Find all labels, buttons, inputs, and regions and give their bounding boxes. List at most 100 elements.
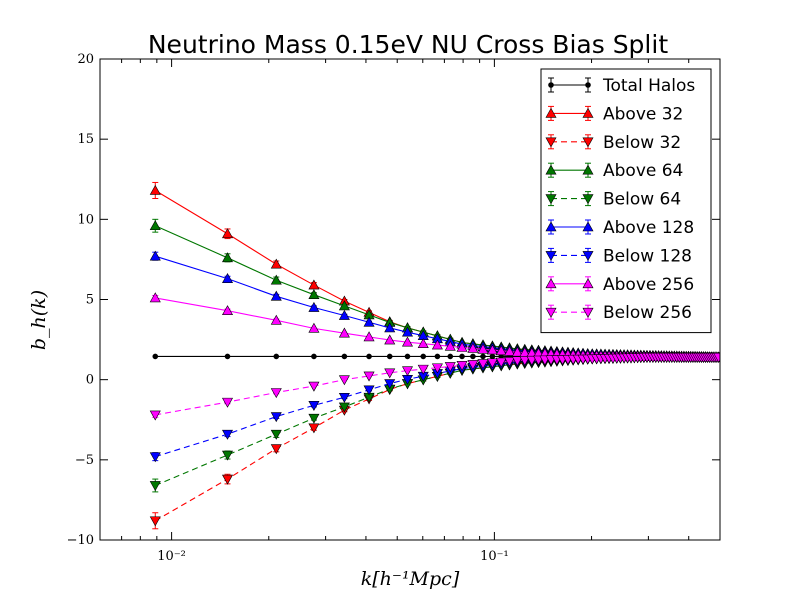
data-point	[404, 353, 411, 360]
data-point	[338, 375, 350, 386]
legend-label: Below 256	[603, 303, 692, 323]
data-point	[270, 444, 282, 455]
data-point	[221, 429, 234, 440]
y-tick-label: −10	[67, 533, 94, 548]
data-point	[480, 353, 486, 360]
data-point	[401, 366, 413, 377]
legend-label: Below 32	[603, 133, 681, 153]
data-point	[511, 346, 523, 357]
data-point	[431, 339, 443, 350]
data-point	[149, 184, 161, 195]
legend-marker	[582, 107, 594, 118]
legend-marker	[582, 251, 594, 262]
y-axis-label: b_h(k)	[28, 290, 50, 350]
legend-marker	[582, 194, 594, 205]
data-point	[224, 353, 231, 360]
data-point	[149, 220, 161, 231]
legend-marker	[548, 82, 554, 88]
data-point	[149, 452, 161, 463]
data-point	[495, 357, 507, 368]
legend-label: Below 128	[603, 246, 692, 266]
data-point	[467, 342, 479, 353]
data-point	[401, 326, 413, 337]
data-point	[308, 413, 320, 424]
data-point	[270, 388, 282, 399]
data-point	[221, 397, 234, 408]
legend-marker	[545, 221, 557, 232]
legend-marker	[545, 137, 557, 148]
data-point	[149, 516, 161, 527]
data-point	[338, 300, 350, 311]
data-point	[270, 258, 282, 269]
legend-label: Total Halos	[602, 76, 695, 96]
data-point	[486, 358, 498, 369]
data-point	[363, 371, 375, 382]
data-point	[459, 353, 465, 360]
legend-marker	[545, 278, 557, 289]
y-tick-label: 20	[77, 52, 94, 67]
data-point	[221, 252, 234, 263]
chart-title: Neutrino Mass 0.15eV NU Cross Bias Split	[148, 30, 668, 59]
data-point	[511, 356, 523, 367]
data-point	[308, 423, 320, 434]
data-point	[149, 250, 161, 261]
data-point	[338, 327, 350, 338]
data-point	[221, 273, 234, 283]
y-tick-label: −5	[75, 453, 94, 468]
legend-marker	[582, 221, 594, 232]
legend-label: Above 128	[603, 218, 694, 238]
data-point	[338, 309, 350, 320]
legend-label: Above 64	[603, 161, 683, 181]
legend-marker	[545, 307, 557, 318]
y-tick-label: 15	[77, 132, 94, 147]
series-group	[149, 181, 720, 530]
data-point	[417, 364, 429, 375]
legend-marker	[582, 164, 594, 175]
data-point	[308, 289, 320, 299]
data-point	[431, 363, 443, 374]
data-point	[526, 355, 538, 366]
data-point	[363, 316, 375, 327]
data-point	[519, 356, 531, 366]
plot-area	[149, 181, 720, 530]
legend-marker	[545, 107, 557, 118]
data-point	[456, 341, 468, 352]
data-point	[434, 353, 441, 360]
data-point	[470, 353, 476, 360]
x-tick-label: 10⁻²	[157, 549, 186, 564]
data-point	[486, 344, 498, 355]
data-point	[338, 402, 350, 413]
y-tick-label: 10	[77, 212, 94, 227]
data-point	[270, 290, 282, 301]
legend-marker	[585, 82, 591, 88]
data-point	[363, 385, 375, 396]
legend-label: Above 32	[603, 104, 683, 124]
data-point	[386, 353, 393, 360]
data-point	[152, 353, 159, 360]
data-point	[341, 353, 348, 360]
data-point	[444, 340, 456, 351]
data-point	[477, 343, 489, 354]
legend-marker	[582, 307, 594, 318]
legend-marker	[582, 278, 594, 289]
data-point	[444, 362, 456, 373]
data-point	[477, 359, 489, 370]
data-point	[495, 345, 507, 356]
legend-label: Above 256	[603, 275, 694, 295]
data-point	[221, 228, 234, 239]
data-point	[384, 368, 396, 379]
legend-marker	[545, 194, 557, 205]
data-point	[308, 322, 320, 333]
data-point	[149, 481, 161, 492]
y-tick-label: 5	[86, 293, 94, 308]
data-point	[384, 379, 396, 390]
data-point	[149, 410, 161, 421]
data-point	[420, 353, 427, 360]
axis-ticks: −10 −5 0 5 10 15 20 10⁻² 10⁻¹	[67, 52, 721, 564]
legend-marker	[582, 137, 594, 148]
data-point	[308, 381, 320, 392]
data-point	[401, 336, 413, 347]
data-point	[221, 474, 234, 485]
legend-marker	[545, 251, 557, 262]
